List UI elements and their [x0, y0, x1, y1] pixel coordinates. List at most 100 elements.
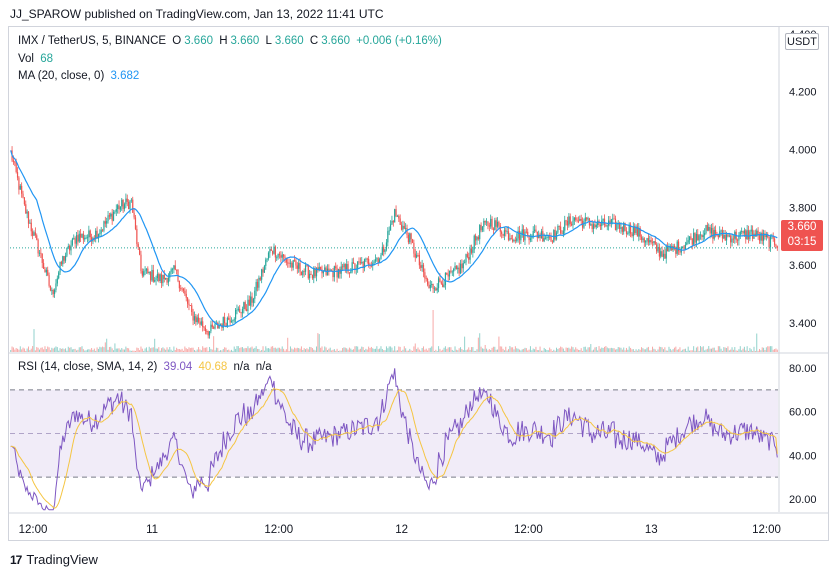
brand[interactable]: 17 TradingView [10, 552, 98, 567]
volume-bar [384, 350, 386, 352]
candle-body [395, 209, 397, 217]
volume-bar [442, 349, 444, 352]
volume-bar [89, 349, 91, 352]
volume-bar [288, 350, 290, 352]
volume-bar [469, 349, 471, 352]
volume-bar [278, 347, 280, 352]
volume-bar [269, 348, 271, 352]
volume-bar [750, 349, 752, 352]
candle-body [592, 224, 595, 229]
volume-legend: Vol 68 [18, 53, 56, 65]
candle-body [399, 218, 401, 225]
volume-bar [364, 350, 366, 352]
volume-bar [564, 350, 566, 352]
candle-body [599, 224, 601, 226]
volume-bar [270, 346, 272, 352]
volume-bar [466, 349, 468, 352]
volume-bar [311, 348, 313, 352]
volume-bar [417, 347, 419, 352]
high-label: H [219, 35, 228, 47]
volume-bar [225, 347, 227, 352]
currency-badge[interactable]: USDT [785, 33, 819, 50]
volume-bar [210, 348, 212, 352]
volume-bar [473, 350, 475, 352]
candle-body [229, 319, 231, 323]
volume-bar [638, 349, 640, 352]
candle-body [299, 263, 301, 272]
candle-body [239, 308, 241, 313]
volume-label[interactable]: Vol [18, 53, 34, 65]
candle-body [624, 222, 626, 231]
volume-bar [241, 347, 243, 352]
volume-bar [166, 347, 168, 352]
volume-bar [15, 348, 17, 352]
candle-body [74, 238, 76, 244]
candle-body [203, 326, 205, 329]
candle-body [469, 248, 471, 260]
volume-bar [568, 347, 570, 352]
volume-bar [601, 347, 603, 352]
volume-bar [518, 349, 520, 352]
volume-bar [265, 346, 267, 352]
candle-body [33, 232, 35, 236]
candle-body [309, 273, 311, 279]
candle-body [218, 325, 220, 329]
volume-bar [174, 350, 176, 352]
volume-bar [597, 350, 599, 352]
volume-bar [737, 350, 739, 352]
candle-body [490, 218, 492, 227]
volume-bar [738, 349, 740, 352]
volume-bar [470, 347, 472, 352]
volume-bar [583, 346, 585, 352]
volume-bar [379, 348, 381, 352]
volume-bar [672, 349, 674, 352]
candle-body [193, 316, 196, 321]
candle-body [432, 283, 434, 289]
volume-bar [561, 347, 563, 352]
candle-body [350, 271, 352, 274]
candle-body [450, 270, 452, 272]
volume-bar [654, 349, 656, 352]
volume-bar [749, 347, 751, 352]
ma-label[interactable]: MA (20, close, 0) [18, 70, 105, 82]
volume-bar [465, 350, 467, 352]
candle-body [483, 220, 485, 227]
candle-body [263, 265, 265, 273]
candle-body [55, 283, 57, 290]
candle-body [612, 218, 614, 220]
volume-bar [484, 344, 486, 352]
volume-bar [196, 349, 198, 352]
volume-bar [207, 350, 209, 352]
candle-body [139, 247, 141, 255]
candle-body [115, 208, 117, 212]
volume-bar [464, 336, 466, 352]
candle-body [37, 239, 39, 254]
candle-body [437, 278, 440, 289]
volume-bar [91, 348, 93, 352]
volume-bar [499, 346, 501, 352]
candle-body [484, 220, 486, 223]
candle-body [295, 260, 297, 266]
symbol-label[interactable]: IMX / TetherUS, 5, BINANCE [18, 35, 167, 47]
rsi-label[interactable]: RSI (14, close, SMA, 14, 2) [18, 361, 158, 373]
volume-bar [328, 348, 330, 352]
volume-bar [624, 350, 626, 352]
volume-bar [487, 350, 489, 352]
rsi-legend: RSI (14, close, SMA, 14, 2) 39.04 40.68 … [18, 361, 275, 373]
rsi-na-1: n/a [233, 361, 250, 373]
volume-bar [80, 347, 82, 352]
candle-body [233, 319, 235, 321]
volume-bar [595, 346, 597, 352]
volume-bar [96, 347, 98, 352]
candle-body [243, 302, 245, 309]
candle-body [464, 262, 466, 264]
volume-bar [240, 347, 242, 352]
volume-bar [632, 349, 634, 352]
volume-bar [538, 350, 540, 352]
candle-body [159, 274, 161, 281]
candle-body [289, 262, 292, 264]
candle-body [525, 231, 527, 233]
volume-bar [641, 347, 643, 352]
candle-body [281, 254, 283, 258]
